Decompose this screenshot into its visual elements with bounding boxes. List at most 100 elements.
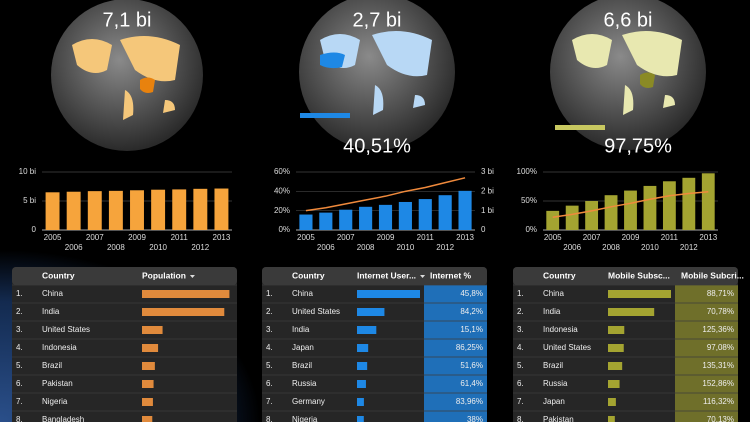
x-tick-label: 2009	[128, 233, 146, 242]
row-percent: 70,78%	[707, 307, 734, 316]
percent-column	[424, 285, 487, 422]
globe	[299, 0, 455, 150]
table-bar	[357, 380, 366, 388]
row-country: United States	[543, 343, 591, 352]
y-tick-label: 100%	[517, 167, 537, 176]
row-rank: 7.	[16, 397, 23, 406]
row-percent: 51,6%	[460, 361, 483, 370]
table-bar	[608, 416, 615, 422]
column-header[interactable]: Population	[142, 270, 186, 280]
percent-column	[675, 285, 738, 422]
row-percent: 86,25%	[456, 343, 483, 352]
bar	[151, 189, 166, 230]
table-bar	[142, 326, 163, 334]
bar	[108, 190, 123, 230]
row-rank: 3.	[517, 325, 524, 334]
row-percent: 152,86%	[702, 379, 734, 388]
row-rank: 6.	[16, 379, 23, 388]
row-country: Pakistan	[42, 379, 73, 388]
kpi-value: 6,6 bi	[604, 9, 653, 31]
table-bar	[357, 290, 420, 298]
row-country: Brazil	[42, 361, 62, 370]
y-tick-label: 20%	[274, 206, 290, 215]
x-tick-label: 2006	[65, 243, 83, 252]
bar	[643, 185, 657, 230]
row-country: Nigeria	[292, 415, 318, 422]
bar	[45, 192, 60, 230]
row-rank: 8.	[16, 415, 23, 422]
table-bar	[608, 344, 624, 352]
x-tick-label: 2005	[544, 233, 562, 242]
row-country: China	[292, 289, 313, 298]
row-percent: 84,2%	[460, 307, 483, 316]
row-country: Russia	[292, 379, 317, 388]
row-country: Brazil	[292, 361, 312, 370]
row-country: Indonesia	[42, 343, 77, 352]
row-rank: 5.	[517, 361, 524, 370]
row-rank: 2.	[16, 307, 23, 316]
x-tick-label: 2012	[436, 243, 454, 252]
row-rank: 7.	[266, 397, 273, 406]
row-percent: 83,96%	[456, 397, 483, 406]
table-bar	[608, 362, 623, 370]
table-bar	[357, 416, 364, 422]
x-tick-label: 2006	[317, 243, 335, 252]
bar	[662, 181, 676, 230]
row-percent: 45,8%	[460, 289, 483, 298]
column-header[interactable]: Country	[42, 270, 75, 280]
x-tick-label: 2012	[680, 243, 698, 252]
row-country: India	[42, 307, 60, 316]
column-header[interactable]: Mobile Subcri...	[681, 270, 744, 280]
table-bar	[608, 308, 655, 316]
column-header[interactable]: Country	[292, 270, 325, 280]
y2-tick-label: 3 bi	[481, 167, 494, 176]
bar	[418, 199, 432, 230]
kpi-percent: 40,51%	[343, 135, 411, 157]
table-bar	[142, 362, 155, 370]
x-tick-label: 2006	[563, 243, 581, 252]
bar	[172, 189, 187, 230]
x-tick-label: 2012	[191, 243, 209, 252]
column-header[interactable]: Internet %	[430, 270, 472, 280]
row-country: Japan	[292, 343, 314, 352]
kpi-value: 7,1 bi	[103, 9, 152, 31]
table-bar	[608, 398, 616, 406]
bar	[624, 190, 637, 230]
kpi-percent: 97,75%	[604, 135, 672, 157]
x-tick-label: 2009	[622, 233, 640, 242]
line	[552, 190, 709, 218]
y2-tick-label: 1 bi	[481, 206, 494, 215]
x-tick-label: 2011	[417, 233, 435, 242]
table-bar	[357, 308, 385, 316]
table-bar	[608, 326, 625, 334]
kpi-value: 2,7 bi	[353, 9, 402, 31]
row-percent: 97,08%	[707, 343, 734, 352]
row-country: Bangladesh	[42, 415, 84, 422]
x-tick-label: 2013	[213, 233, 231, 242]
table-bar	[142, 398, 153, 406]
row-rank: 6.	[517, 379, 524, 388]
table-bar	[142, 308, 225, 316]
row-rank: 3.	[266, 325, 273, 334]
y-tick-label: 0%	[525, 225, 537, 234]
row-rank: 5.	[266, 361, 273, 370]
column-header[interactable]: Country	[543, 270, 576, 280]
table-bar	[142, 416, 153, 422]
table-bar	[142, 344, 159, 352]
row-rank: 1.	[517, 289, 524, 298]
column-header[interactable]: Mobile Subsc...	[608, 270, 670, 280]
row-country: China	[543, 289, 564, 298]
row-country: India	[543, 307, 561, 316]
y-tick-label: 0%	[278, 225, 290, 234]
bar	[130, 190, 144, 230]
row-country: China	[42, 289, 63, 298]
column-header[interactable]: Internet User...	[357, 270, 416, 280]
bar	[66, 191, 81, 230]
globe	[51, 0, 203, 151]
bar	[585, 201, 599, 230]
row-rank: 6.	[266, 379, 273, 388]
table-bar	[608, 380, 620, 388]
row-percent: 125,36%	[702, 325, 734, 334]
bar	[214, 188, 229, 230]
row-rank: 4.	[266, 343, 273, 352]
